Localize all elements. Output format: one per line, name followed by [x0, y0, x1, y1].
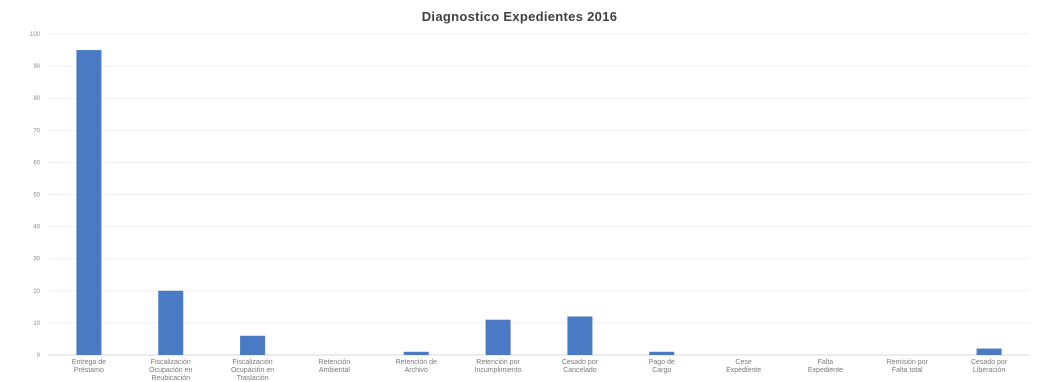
- y-tick-label: 90: [33, 64, 40, 70]
- y-tick-label: 30: [33, 257, 40, 263]
- x-tick-label: Entrega de Préstamo: [72, 359, 106, 374]
- y-tick-label: 10: [33, 321, 40, 327]
- y-tick-label: 100: [30, 32, 41, 38]
- bar: [240, 335, 266, 355]
- bar: [567, 316, 593, 355]
- x-tick-label: Fiscalización Ocupación en Reubicación: [149, 359, 192, 382]
- x-tick-label: Pago de Cargo: [649, 359, 675, 374]
- y-tick-label: 80: [33, 96, 40, 102]
- y-tick-label: 50: [33, 193, 40, 199]
- x-tick-label: Retención Ambiental: [319, 359, 351, 374]
- y-tick-label: 20: [33, 289, 40, 295]
- chart-title: Diagnostico Expedientes 2016: [421, 9, 618, 24]
- x-tick-label: Retención por Incumplimiento: [475, 359, 522, 374]
- x-tick-label: Falta Expediente: [808, 359, 843, 374]
- y-tick-label: 70: [33, 128, 40, 134]
- bar: [76, 50, 102, 356]
- y-tick-label: 40: [33, 225, 40, 231]
- y-tick-label: 60: [33, 160, 40, 166]
- bar: [976, 348, 1002, 355]
- bar: [485, 319, 511, 355]
- y-tick-label: 0: [37, 353, 41, 359]
- x-tick-label: Cese Expediente: [726, 359, 761, 374]
- x-tick-label: Cesado por Cancelado: [562, 359, 599, 374]
- bar: [403, 351, 429, 355]
- bar: [158, 290, 184, 355]
- bar: [649, 351, 675, 355]
- x-tick-label: Cesado por Liberación: [971, 359, 1008, 374]
- x-tick-label: Fiscalización Ocupación en Traslación: [231, 359, 274, 382]
- x-tick-label: Retención de Archivo: [396, 359, 437, 374]
- x-tick-label: Remisión por Falta total: [887, 359, 929, 374]
